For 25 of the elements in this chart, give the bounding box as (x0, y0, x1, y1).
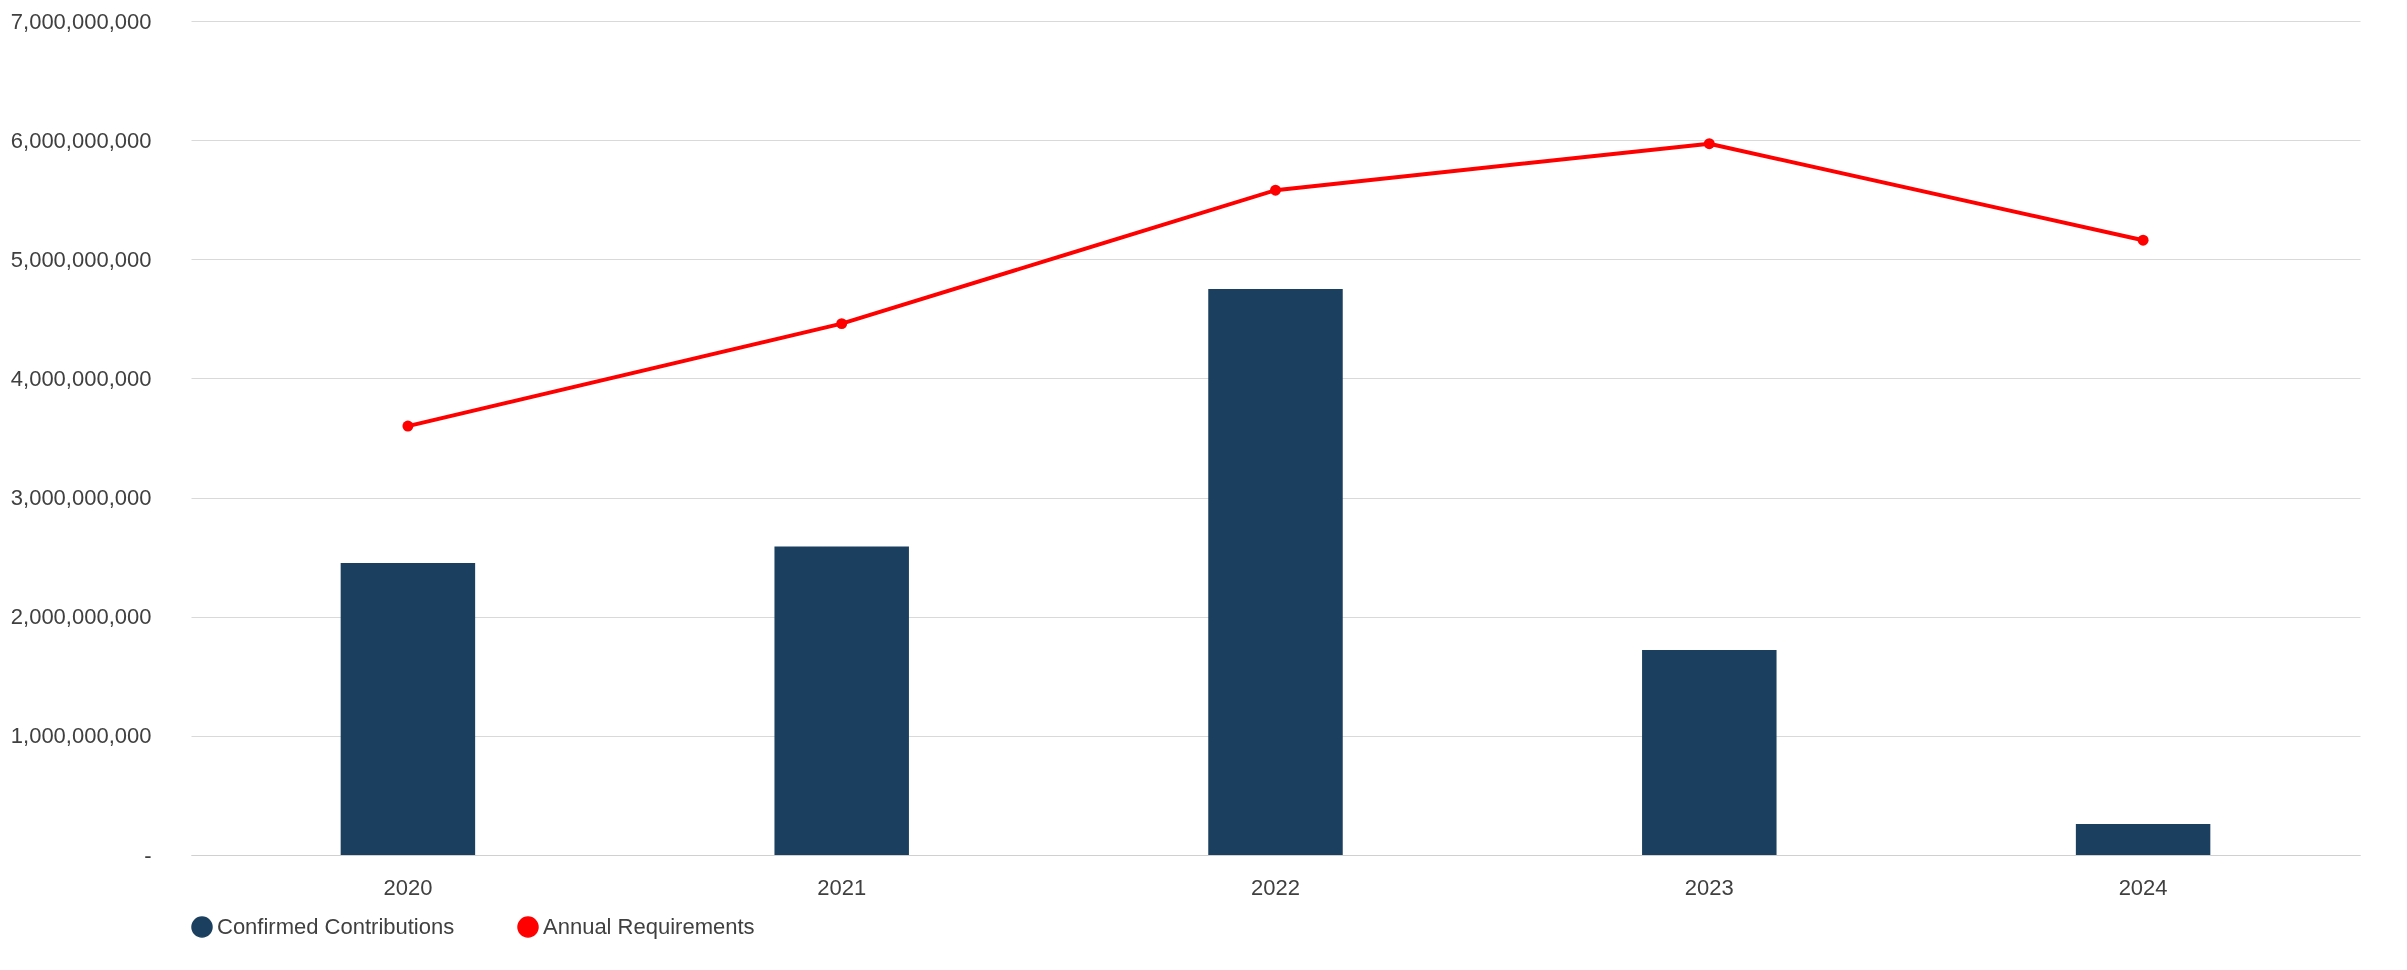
y-tick-label: 2,000,000,000 (10, 604, 152, 630)
point (1270, 184, 1281, 196)
legend-label: Annual Requirements (543, 914, 755, 939)
bar (1642, 650, 1777, 855)
x-tick-label: 2023 (1684, 874, 1734, 900)
y-tick-label: 3,000,000,000 (10, 485, 152, 511)
y-tick-label: 5,000,000,000 (10, 246, 152, 272)
x-tick-label: 2021 (817, 874, 867, 900)
y-tick-label: - (144, 842, 152, 868)
legend-label: Confirmed Contributions (217, 914, 455, 939)
x-tick-label: 2022 (1251, 874, 1300, 900)
bar (774, 546, 909, 855)
y-tick-label: 1,000,000,000 (10, 723, 152, 749)
point (836, 318, 848, 330)
bar (1208, 289, 1343, 855)
y-tick-label: 7,000,000,000 (10, 8, 152, 34)
x-tick-label: 2020 (383, 874, 433, 900)
bar (2075, 824, 2211, 855)
y-tick-label: 6,000,000,000 (10, 127, 152, 153)
point (402, 420, 414, 432)
y-tick-label: 4,000,000,000 (10, 365, 152, 391)
point (2137, 234, 2149, 246)
point (1703, 138, 1715, 150)
x-tick-label: 2024 (2118, 874, 2168, 900)
bar (340, 563, 476, 855)
